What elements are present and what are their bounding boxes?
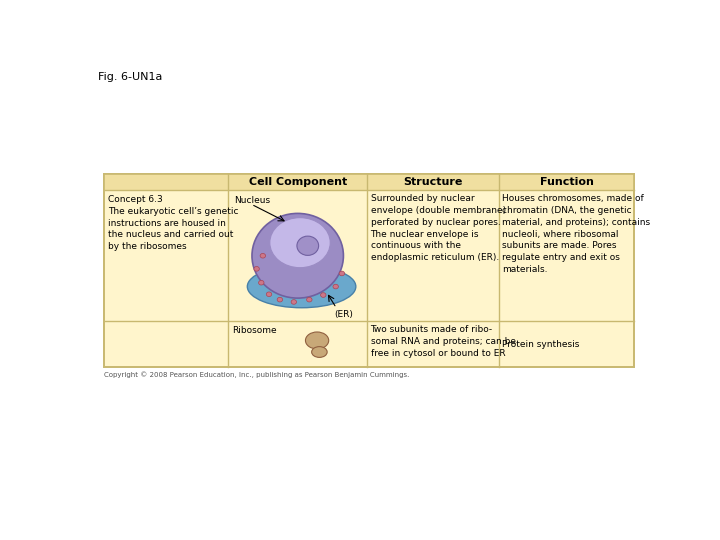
- Ellipse shape: [260, 253, 266, 258]
- Ellipse shape: [305, 332, 329, 349]
- Ellipse shape: [320, 293, 326, 298]
- Ellipse shape: [297, 236, 319, 255]
- Ellipse shape: [333, 284, 338, 289]
- Text: Surrounded by nuclear
envelope (double membrane)
perforated by nuclear pores.
Th: Surrounded by nuclear envelope (double m…: [371, 194, 505, 262]
- Text: Two subunits made of ribo-
somal RNA and proteins; can be
free in cytosol or bou: Two subunits made of ribo- somal RNA and…: [371, 325, 516, 357]
- Ellipse shape: [277, 298, 282, 302]
- Bar: [104, 174, 634, 367]
- Ellipse shape: [339, 271, 345, 276]
- Ellipse shape: [270, 218, 330, 268]
- Bar: [104, 174, 634, 190]
- Ellipse shape: [254, 267, 259, 271]
- Text: Protein synthesis: Protein synthesis: [503, 340, 580, 349]
- Ellipse shape: [266, 292, 271, 296]
- Text: Nucleus: Nucleus: [234, 197, 270, 206]
- Text: (ER): (ER): [334, 309, 353, 319]
- Ellipse shape: [312, 347, 327, 357]
- Text: Structure: Structure: [404, 177, 463, 187]
- Ellipse shape: [248, 265, 356, 308]
- Text: Function: Function: [540, 177, 593, 187]
- Ellipse shape: [252, 213, 343, 298]
- Ellipse shape: [291, 300, 297, 304]
- Text: Fig. 6-UN1a: Fig. 6-UN1a: [98, 72, 162, 83]
- Text: Copyright © 2008 Pearson Education, Inc., publishing as Pearson Benjamin Cumming: Copyright © 2008 Pearson Education, Inc.…: [104, 372, 410, 378]
- Text: Concept 6.3
The eukaryotic cell’s genetic
instructions are housed in
the nucleus: Concept 6.3 The eukaryotic cell’s geneti…: [108, 195, 238, 251]
- Text: Houses chromosomes, made of
chromatin (DNA, the genetic
material, and proteins);: Houses chromosomes, made of chromatin (D…: [503, 194, 650, 274]
- Ellipse shape: [307, 298, 312, 302]
- Ellipse shape: [258, 280, 264, 285]
- Text: Cell Component: Cell Component: [248, 177, 347, 187]
- Text: Ribosome: Ribosome: [232, 326, 276, 335]
